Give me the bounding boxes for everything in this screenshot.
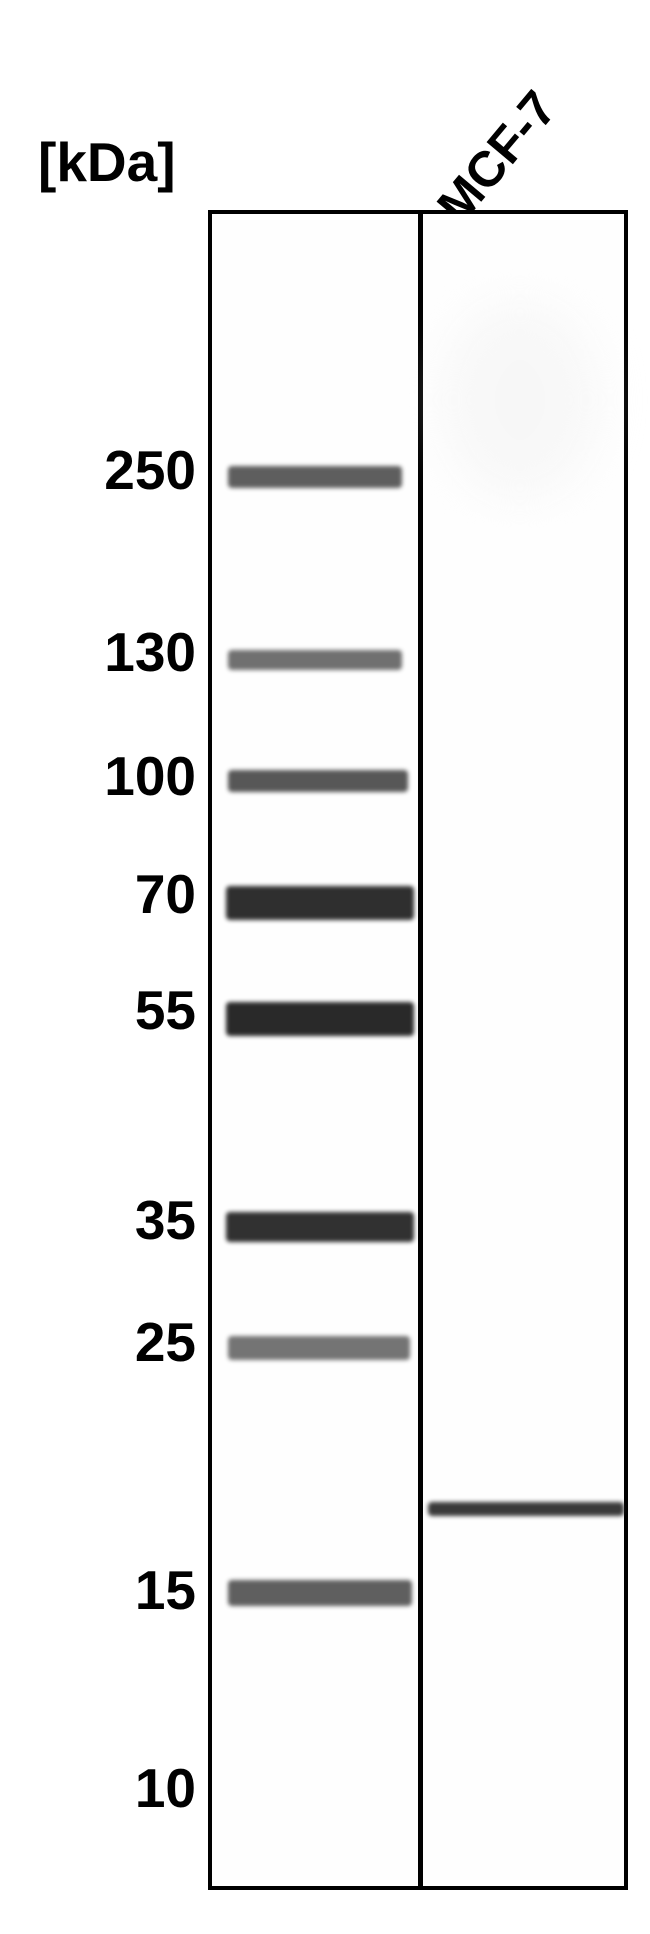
marker-label: 70 (135, 862, 196, 926)
unit-label: [kDa] (38, 130, 176, 194)
marker-label: 250 (104, 438, 196, 502)
ladder-band (228, 770, 408, 792)
western-blot-figure: [kDa] MCF-7 250130100705535251510 (0, 0, 650, 1934)
marker-label: 55 (135, 978, 196, 1042)
ladder-band (228, 1580, 412, 1606)
ladder-band (228, 1336, 410, 1360)
marker-label: 10 (135, 1756, 196, 1820)
ladder-band (228, 650, 402, 670)
marker-label: 100 (104, 744, 196, 808)
marker-label: 25 (135, 1310, 196, 1374)
marker-label: 15 (135, 1558, 196, 1622)
sample-band (428, 1502, 624, 1516)
marker-label: 35 (135, 1188, 196, 1252)
ladder-band (226, 1002, 414, 1036)
background-smudge (440, 300, 600, 500)
marker-label: 130 (104, 620, 196, 684)
lane-divider (418, 214, 423, 1886)
ladder-band (226, 1212, 414, 1242)
ladder-band (226, 886, 414, 920)
ladder-band (228, 466, 402, 488)
